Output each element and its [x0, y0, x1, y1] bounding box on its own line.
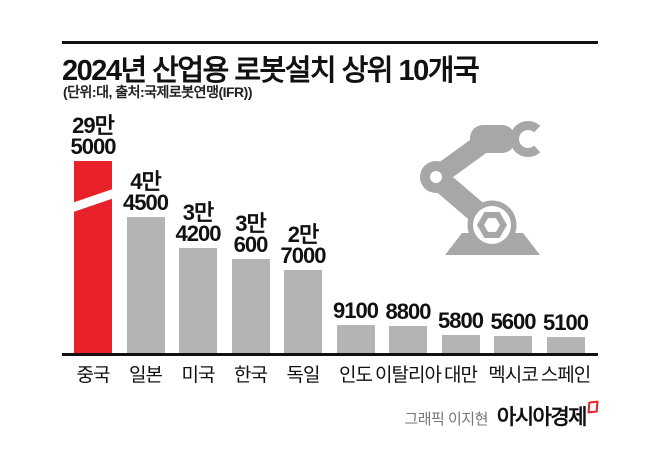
bar-6 — [389, 326, 427, 353]
bar-value-label: 5800 — [438, 308, 484, 333]
bar-value-label: 2만 7000 — [280, 222, 327, 268]
bar-value-label: 3만 4200 — [175, 200, 222, 246]
bar-value-label: 5100 — [543, 310, 589, 335]
robot-arm-icon — [420, 121, 541, 255]
bar-category-label: 대만 — [444, 365, 478, 386]
bar-value-label: 4만 4500 — [123, 169, 169, 215]
bar-value-label: 8800 — [385, 299, 432, 324]
top-rule-divider — [62, 41, 598, 44]
bar-value-label: 3만 600 — [233, 211, 269, 257]
bar-8 — [494, 336, 532, 353]
bar-value-label: 9100 — [333, 298, 379, 323]
x-axis-baseline — [62, 353, 598, 356]
bar-category-label: 중국 — [76, 365, 111, 386]
chart-title: 2024년 산업용 로봇설치 상위 10개국 — [62, 55, 480, 87]
bar-category-label: 멕시코 — [488, 365, 538, 386]
brand-quote-mark-icon — [587, 400, 599, 414]
bar-0 — [74, 161, 112, 353]
bar-category-label: 인도 — [339, 365, 373, 386]
bar-1 — [126, 217, 165, 353]
bar-2 — [179, 248, 217, 353]
bar-category-label: 독일 — [286, 365, 321, 386]
brand-logo: 아시아경제 — [496, 406, 588, 429]
bar-category-label: 스페인 — [540, 365, 591, 386]
bar-4 — [284, 270, 322, 353]
bar-9 — [546, 337, 585, 353]
credit-line: 그래픽 이지현 아시아경제 — [404, 400, 599, 429]
graphic-credit: 그래픽 이지현 — [404, 411, 488, 428]
bar-value-label: 29만 5000 — [70, 113, 117, 159]
bar-category-label: 미국 — [181, 365, 216, 386]
bar-3 — [231, 259, 270, 353]
robot-gripper — [510, 121, 541, 157]
bar-category-label: 일본 — [129, 365, 163, 386]
bar-7 — [441, 335, 480, 353]
bar-5 — [336, 325, 375, 353]
bar-value-label: 5600 — [490, 309, 537, 334]
bar-category-label: 한국 — [234, 365, 268, 386]
bar-category-label: 이탈리아 — [375, 365, 442, 386]
chart-subtitle: (단위:대, 출처:국제로봇연맹(IFR)) — [63, 84, 252, 100]
